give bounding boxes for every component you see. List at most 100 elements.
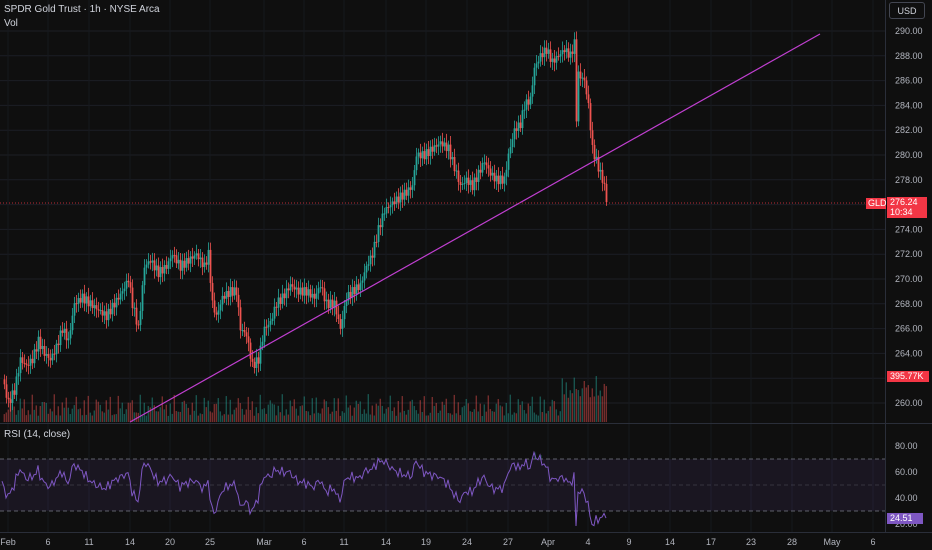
candle-body — [211, 282, 214, 301]
candle-body — [27, 364, 30, 366]
candle-body — [563, 50, 566, 53]
volume-bar — [249, 409, 251, 422]
candle-body — [391, 201, 394, 206]
volume-bar — [205, 407, 207, 422]
candle-body — [491, 172, 494, 176]
candle-body — [33, 349, 36, 364]
volume-bar — [181, 401, 183, 422]
volume-bar — [55, 415, 57, 422]
candle-body — [593, 144, 596, 160]
candle-body — [499, 175, 502, 185]
candle-body — [503, 176, 506, 184]
candle-body — [37, 336, 40, 352]
candle-body — [389, 205, 392, 208]
candle-body — [23, 362, 26, 364]
volume-bar — [435, 402, 437, 422]
candle-body — [3, 379, 6, 385]
candle-body — [465, 177, 468, 183]
candle-body — [309, 289, 312, 298]
candle-body — [565, 48, 568, 53]
rsi-label[interactable]: RSI (14, close) — [4, 429, 71, 440]
volume-bar — [401, 396, 403, 422]
volume-bar — [471, 411, 473, 422]
volume-bar — [429, 412, 431, 422]
candle-body — [147, 261, 150, 265]
volume-bar — [283, 415, 285, 422]
volume-bar — [503, 415, 505, 422]
volume-bar — [321, 408, 323, 422]
volume-bar — [423, 396, 425, 422]
candle-body — [185, 258, 188, 268]
candle-body — [455, 170, 458, 172]
candle-body — [337, 314, 340, 320]
candle-body — [477, 169, 480, 182]
trendline[interactable] — [129, 33, 821, 423]
candle-body — [131, 287, 134, 309]
candle-body — [353, 287, 356, 295]
candle-body — [189, 256, 192, 264]
candle-body — [209, 249, 212, 283]
volume-bar — [143, 402, 145, 422]
volume-bar — [261, 409, 263, 422]
volume-bar — [507, 413, 509, 422]
candle-body — [191, 256, 194, 259]
candle-body — [265, 326, 268, 328]
volume-bar — [287, 414, 289, 422]
candle-body — [235, 287, 238, 295]
candle-body — [151, 260, 154, 263]
volume-bar — [263, 408, 265, 422]
volume-bar — [521, 401, 523, 422]
candle-body — [471, 180, 474, 191]
volume-bar — [25, 415, 27, 422]
volume-bar — [433, 406, 435, 422]
volume-bar — [357, 403, 359, 422]
volume-bar — [265, 413, 267, 422]
volume-label[interactable]: Vol — [4, 18, 18, 29]
candle-body — [531, 85, 534, 97]
candle-body — [197, 253, 200, 260]
volume-bar — [499, 405, 501, 422]
candle-body — [301, 287, 304, 296]
volume-bar — [347, 407, 349, 422]
currency-button[interactable]: USD — [889, 2, 925, 19]
candle-body — [541, 53, 544, 58]
candle-body — [39, 336, 42, 350]
volume-bar — [187, 407, 189, 422]
volume-bar — [533, 412, 535, 422]
volume-bar — [601, 396, 603, 422]
symbol-title[interactable]: SPDR Gold Trust · 1h · NYSE Arca — [4, 4, 160, 15]
price-tick-label: 282.00 — [895, 125, 923, 135]
volume-bar — [49, 408, 51, 422]
time-tick-label: 11 — [84, 537, 93, 547]
volume-bar — [335, 410, 337, 422]
candle-body — [69, 330, 72, 339]
volume-bar — [127, 402, 129, 422]
candle-body — [431, 146, 434, 152]
candle-body — [15, 376, 18, 395]
volume-bar — [595, 376, 597, 422]
candle-body — [65, 328, 68, 341]
volume-bar — [419, 400, 421, 422]
candle-body — [221, 295, 224, 305]
candle-body — [575, 39, 578, 122]
candle-body — [243, 330, 246, 333]
volume-bar — [543, 399, 545, 422]
price-tick-label: 288.00 — [895, 51, 923, 61]
candle-body — [217, 310, 220, 315]
volume-bar — [561, 378, 563, 422]
rsi-overbought-area — [378, 458, 380, 459]
candle-body — [121, 291, 124, 294]
candle-body — [169, 258, 172, 262]
candle-body — [177, 259, 180, 264]
volume-bar — [221, 415, 223, 422]
volume-bar — [65, 397, 67, 422]
candle-body — [287, 288, 290, 291]
volume-bar — [97, 401, 99, 422]
volume-bar — [453, 394, 455, 422]
volume-bar — [37, 415, 39, 422]
candle-body — [247, 336, 250, 343]
volume-bar — [315, 397, 317, 422]
volume-bar — [161, 396, 163, 422]
volume-bar — [239, 403, 241, 422]
